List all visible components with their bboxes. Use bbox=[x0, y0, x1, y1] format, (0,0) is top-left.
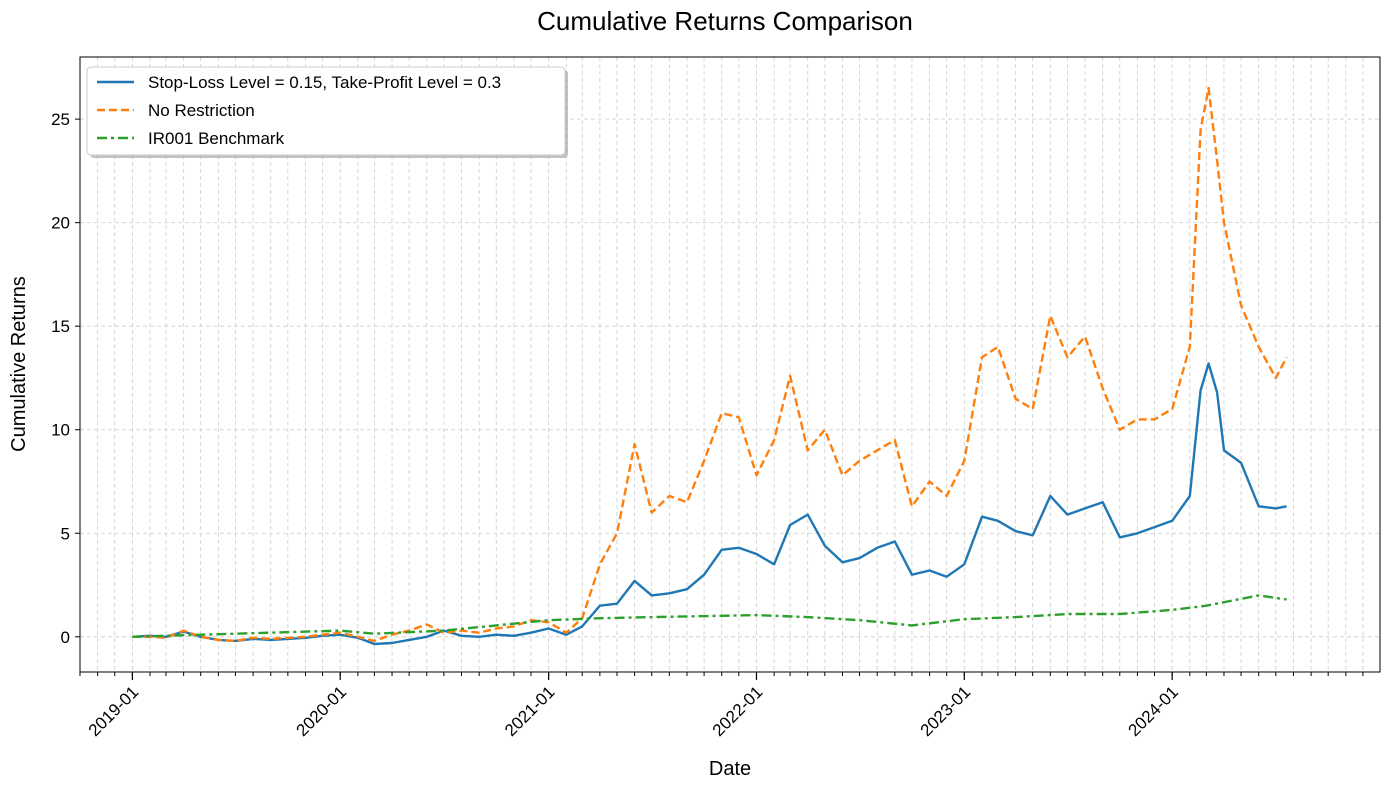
grid bbox=[79, 57, 1380, 672]
legend: Stop-Loss Level = 0.15, Take-Profit Leve… bbox=[86, 66, 568, 158]
chart-title: Cumulative Returns Comparison bbox=[537, 6, 913, 36]
series-line-2 bbox=[132, 594, 1287, 638]
y-tick-label: 0 bbox=[61, 628, 70, 647]
legend-label-no-restriction: No Restriction bbox=[148, 101, 255, 120]
series-layer bbox=[132, 86, 1288, 646]
legend-label-benchmark: IR001 Benchmark bbox=[148, 129, 285, 148]
y-tick-label: 10 bbox=[51, 421, 70, 440]
y-tick-label: 25 bbox=[51, 110, 70, 129]
series-line-1 bbox=[132, 86, 1288, 643]
x-axis-title: Date bbox=[709, 758, 751, 780]
plot-frame bbox=[79, 56, 1381, 673]
y-tick-label: 5 bbox=[61, 524, 70, 543]
y-axis-title: Cumulative Returns bbox=[8, 276, 30, 452]
legend-label-stop-loss: Stop-Loss Level = 0.15, Take-Profit Leve… bbox=[148, 73, 501, 92]
y-tick-label: 20 bbox=[51, 214, 70, 233]
legend-box bbox=[86, 66, 566, 156]
series-line-0 bbox=[132, 362, 1287, 646]
y-tick-label: 15 bbox=[51, 317, 70, 336]
